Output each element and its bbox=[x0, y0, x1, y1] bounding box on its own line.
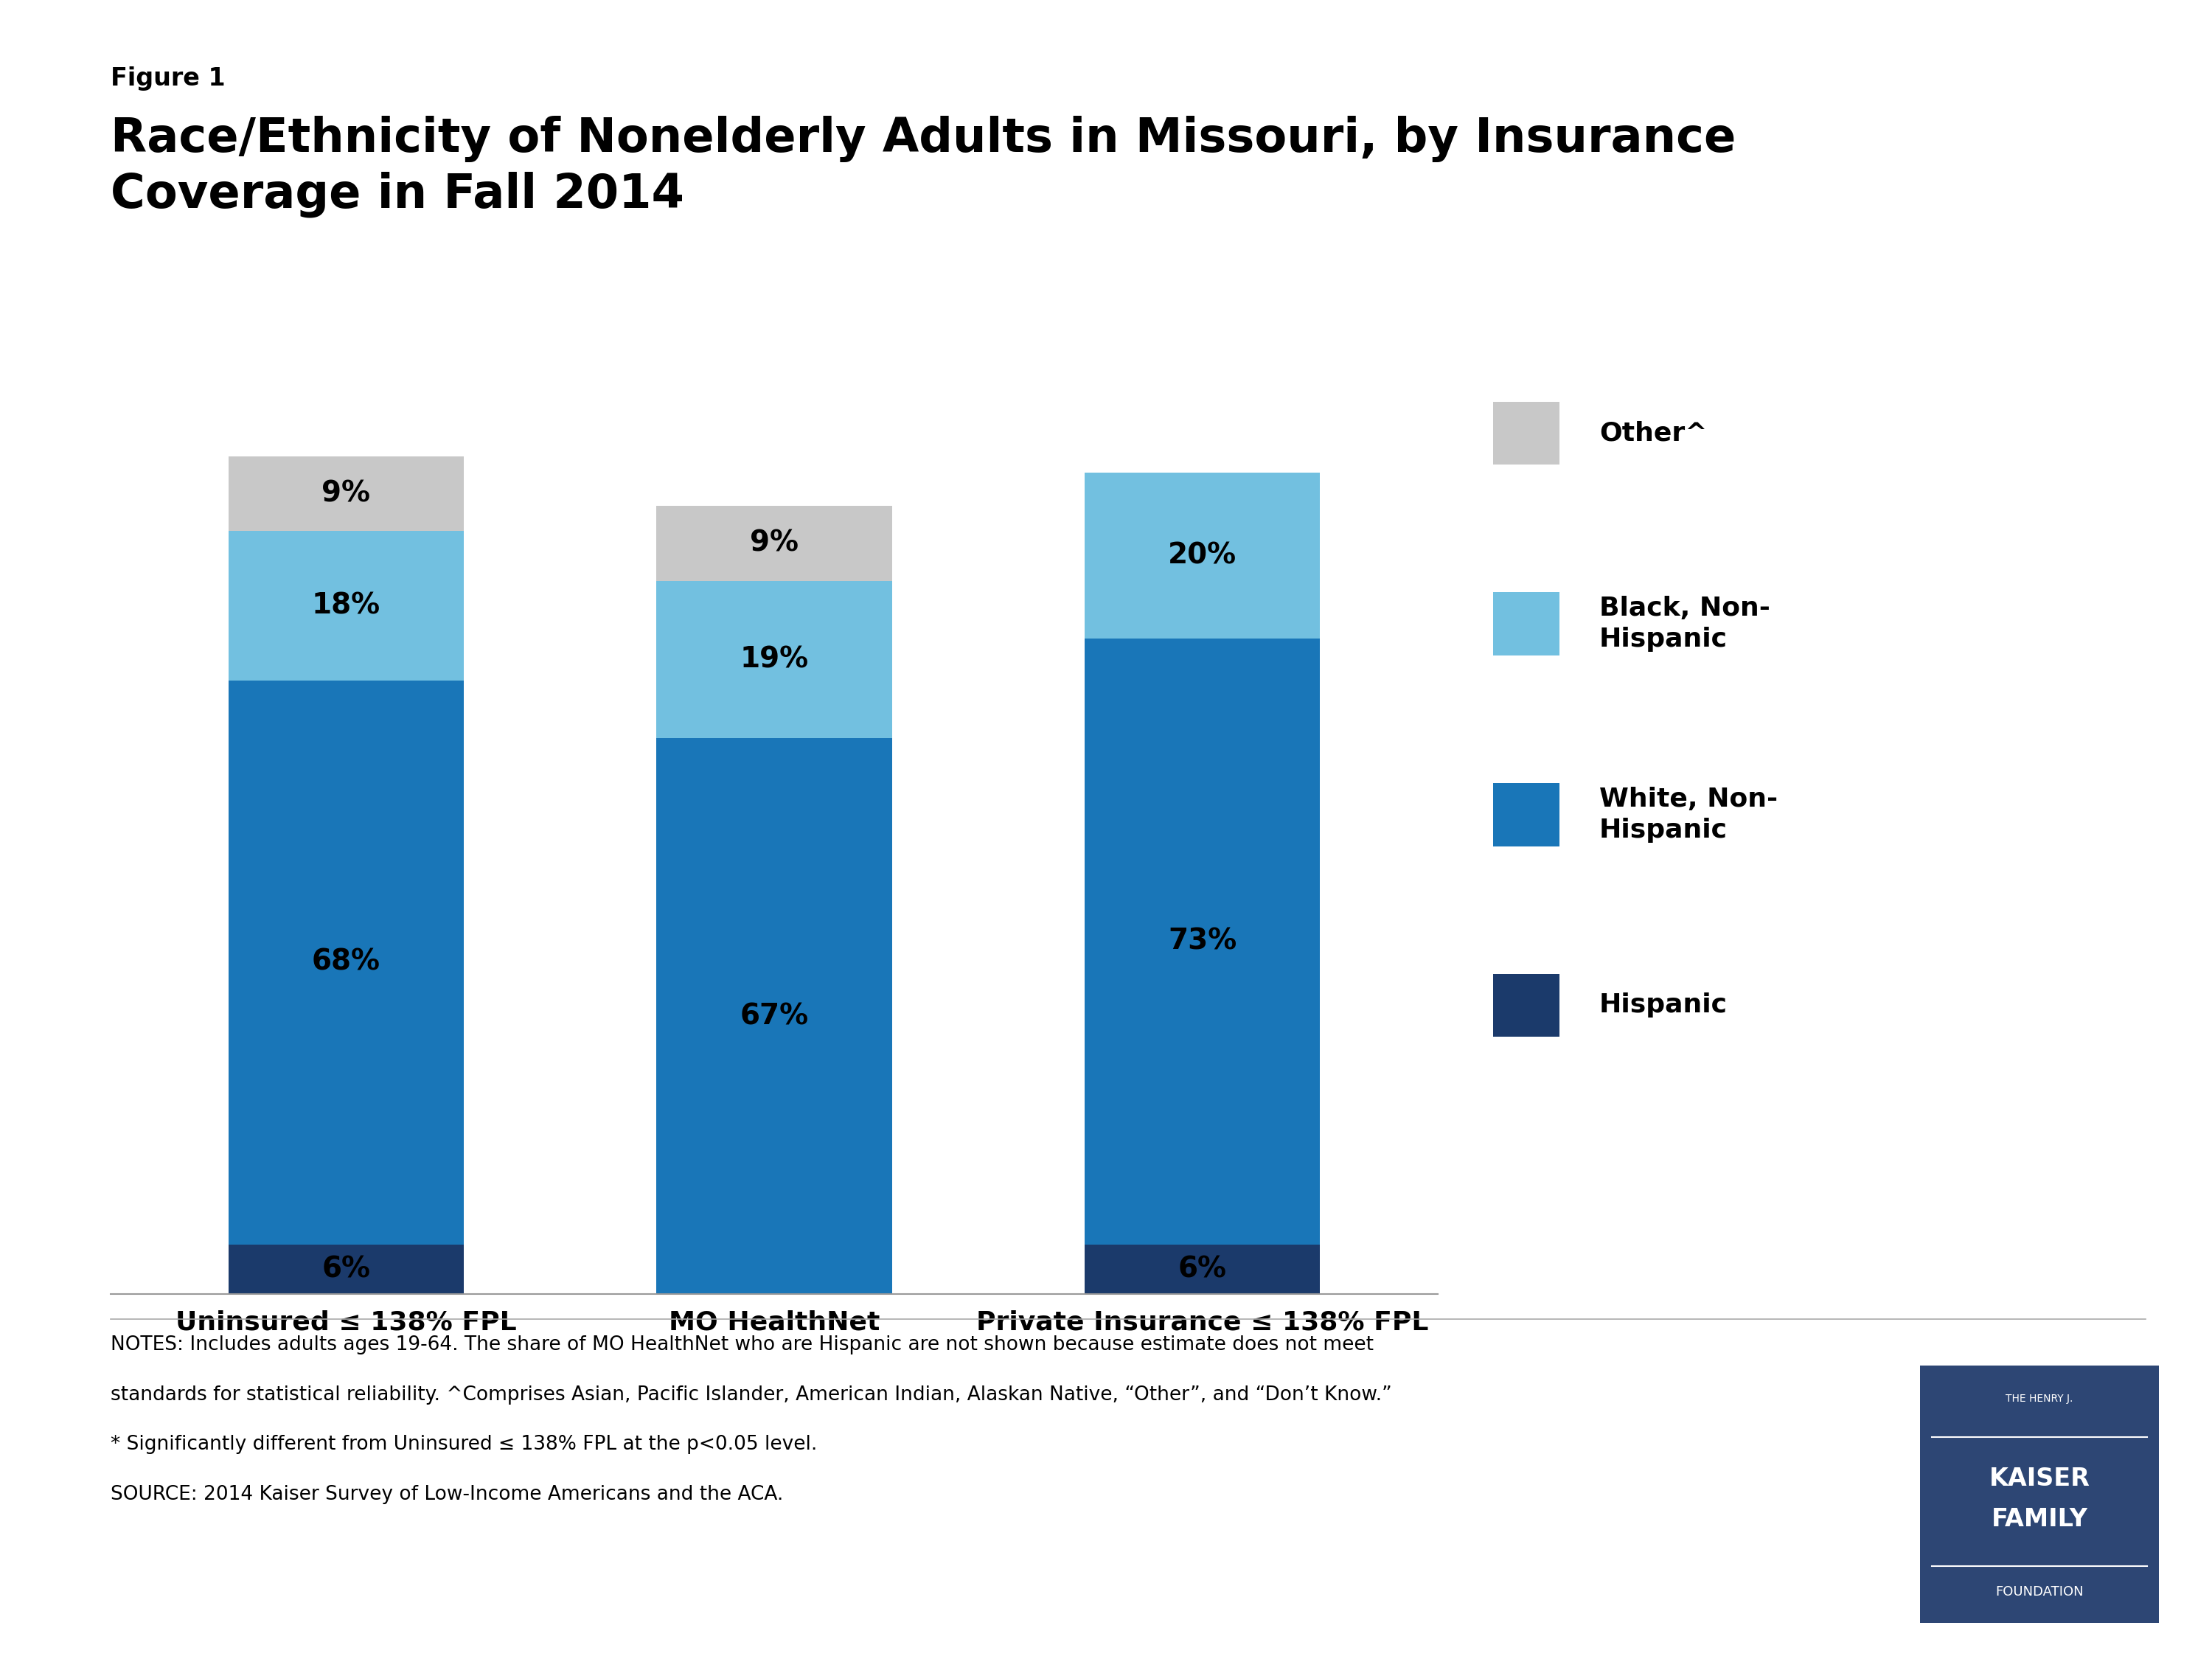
Text: FOUNDATION: FOUNDATION bbox=[1995, 1584, 2084, 1598]
Text: Hispanic: Hispanic bbox=[1599, 992, 1728, 1019]
Bar bbox=[228, 680, 465, 1244]
Bar bbox=[228, 456, 465, 531]
Text: 9%: 9% bbox=[321, 479, 369, 508]
Text: NOTES: Includes adults ages 19-64. The share of MO HealthNet who are Hispanic ar: NOTES: Includes adults ages 19-64. The s… bbox=[111, 1335, 1374, 1355]
Text: Other^: Other^ bbox=[1599, 420, 1708, 446]
Bar bbox=[1084, 473, 1321, 639]
Text: 18%: 18% bbox=[312, 592, 380, 619]
Text: Figure 1: Figure 1 bbox=[111, 66, 226, 91]
Text: 73%: 73% bbox=[1168, 927, 1237, 956]
Bar bbox=[657, 506, 891, 581]
Text: 20%: 20% bbox=[1168, 542, 1237, 569]
Text: Race/Ethnicity of Nonelderly Adults in Missouri, by Insurance
Coverage in Fall 2: Race/Ethnicity of Nonelderly Adults in M… bbox=[111, 116, 1736, 217]
Text: SOURCE: 2014 Kaiser Survey of Low-Income Americans and the ACA.: SOURCE: 2014 Kaiser Survey of Low-Income… bbox=[111, 1485, 783, 1505]
Text: White, Non-
Hispanic: White, Non- Hispanic bbox=[1599, 786, 1778, 843]
Text: * Significantly different from Uninsured ≤ 138% FPL at the p<0.05 level.: * Significantly different from Uninsured… bbox=[111, 1435, 816, 1455]
Text: THE HENRY J.: THE HENRY J. bbox=[2006, 1394, 2073, 1404]
Text: 19%: 19% bbox=[739, 645, 810, 674]
Bar bbox=[657, 738, 891, 1294]
Bar bbox=[1084, 639, 1321, 1244]
Text: 67%: 67% bbox=[739, 1002, 810, 1030]
Text: 6%: 6% bbox=[1179, 1256, 1228, 1282]
Bar bbox=[228, 531, 465, 680]
Text: 6%: 6% bbox=[321, 1256, 369, 1282]
Text: 68%: 68% bbox=[312, 949, 380, 975]
Text: 9%: 9% bbox=[750, 529, 799, 557]
Text: Black, Non-
Hispanic: Black, Non- Hispanic bbox=[1599, 596, 1770, 652]
Bar bbox=[1084, 1244, 1321, 1294]
Bar bbox=[228, 1244, 465, 1294]
Text: standards for statistical reliability. ^Comprises Asian, Pacific Islander, Ameri: standards for statistical reliability. ^… bbox=[111, 1385, 1391, 1405]
Text: FAMILY: FAMILY bbox=[1991, 1508, 2088, 1531]
Text: KAISER: KAISER bbox=[1989, 1467, 2090, 1491]
Bar bbox=[657, 581, 891, 738]
